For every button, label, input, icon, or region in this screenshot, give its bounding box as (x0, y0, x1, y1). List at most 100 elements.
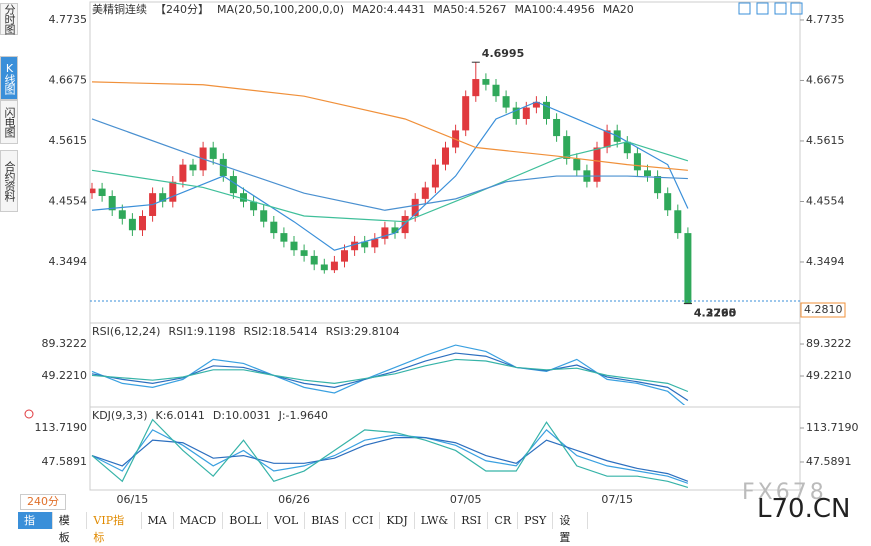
candle-body (209, 147, 217, 159)
y-tick-label: 89.3222 (806, 337, 852, 350)
interval-select[interactable]: 240分 (20, 494, 66, 510)
candle-body (421, 187, 429, 199)
x-tick-label: 07/15 (601, 493, 633, 506)
plot (90, 62, 692, 304)
candle-body (270, 221, 278, 234)
extreme-label: 4.2765 (694, 307, 736, 320)
candle-body (108, 196, 116, 211)
candle-body (654, 176, 662, 194)
series-line (91, 101, 689, 251)
legend-entry: MA50:4.5267 (433, 3, 506, 16)
toolbar-tab[interactable]: BIAS (305, 512, 347, 529)
y-tick-label: 4.7735 (806, 13, 845, 26)
toolbar-tab[interactable]: LW& (415, 512, 456, 529)
y-tick-label: 4.5615 (49, 134, 88, 147)
y-tick-label: 49.2210 (42, 369, 88, 382)
candle-body (472, 79, 480, 97)
legend-entry: D:10.0031 (213, 409, 271, 422)
candle-body (522, 107, 530, 119)
series-line (91, 118, 688, 211)
candle-body (674, 210, 682, 234)
candle-body (128, 218, 136, 231)
series-line (91, 429, 689, 484)
toolbar-tab[interactable]: BOLL (223, 512, 269, 529)
candle-body (482, 79, 490, 85)
sidebar-tab[interactable]: K线图 (0, 56, 18, 100)
candle-body (381, 227, 389, 239)
legend-entry: RSI2:18.5414 (244, 325, 318, 338)
legend-entry: MA20 (603, 3, 634, 16)
toolbar-tab[interactable]: MACD (174, 512, 224, 529)
series-line (91, 358, 689, 393)
y-tick-label: 89.3222 (42, 337, 88, 350)
candle-body (502, 96, 510, 108)
candle-body (159, 193, 167, 202)
toolbar-tab[interactable]: 模板 (53, 512, 88, 544)
x-tick-label: 06/26 (278, 493, 310, 506)
candle-body (219, 158, 227, 177)
candle-body (260, 210, 268, 222)
candle-body (118, 210, 126, 219)
toolbar-tab[interactable]: PSY (518, 512, 554, 529)
legend-entry: KDJ(9,3,3) (92, 409, 148, 422)
candle-body (543, 101, 550, 119)
sidebar-tab[interactable]: 分时图 (0, 3, 18, 35)
y-tick-label: 4.5615 (806, 134, 845, 147)
toolbar-tab[interactable]: 指标 (18, 512, 53, 544)
y-tick-label: 49.2210 (806, 369, 852, 382)
legend-entry: K:6.0141 (156, 409, 205, 422)
candle-body (633, 153, 641, 171)
candle-body (229, 176, 237, 194)
y-tick-label: 4.3494 (806, 255, 845, 268)
plot-frame (89, 1, 801, 491)
settings-icon[interactable] (24, 409, 34, 419)
candle-body (684, 233, 692, 304)
series-line (91, 437, 689, 482)
candle-body (240, 193, 247, 202)
y-tick-label: 4.4554 (49, 194, 88, 207)
last-price-box (800, 302, 846, 318)
candle-body (139, 215, 146, 231)
toolbar-tab[interactable]: 设置 (553, 512, 589, 544)
legend-entry: MA(20,50,100,200,0,0) (217, 3, 344, 16)
toolbar-tab[interactable]: CR (488, 512, 519, 529)
watermark: L70.CN (757, 494, 851, 524)
y-tick-label: 4.7735 (49, 13, 88, 26)
toolbar-tab[interactable]: MA (142, 512, 174, 529)
last-price-label: 4.2810 (804, 303, 843, 316)
candle-body (189, 164, 197, 171)
toolbar-tab[interactable]: KDJ (380, 512, 415, 529)
candle-body (512, 107, 520, 119)
candle-body (492, 84, 500, 97)
candle-body (391, 227, 399, 234)
series-line (91, 344, 686, 405)
candle-body (290, 241, 298, 251)
y-tick-label: 4.6675 (806, 73, 845, 86)
toolbar-tab[interactable]: CCI (346, 512, 381, 529)
candle-body (442, 147, 449, 165)
toolbar-tab[interactable]: RSI (455, 512, 489, 529)
toolbar-tab[interactable]: VOL (268, 512, 306, 529)
x-tick-label: 07/05 (450, 493, 482, 506)
y-tick-label: 4.3494 (49, 255, 88, 268)
y-tick-label: 4.6675 (49, 73, 88, 86)
candle-body (431, 164, 439, 188)
toolbar-tab[interactable]: VIP指标 (87, 512, 142, 544)
legend-entry: RSI1:9.1198 (168, 325, 235, 338)
candle-body (563, 136, 571, 159)
y-tick-label: 47.5891 (806, 455, 852, 468)
candle-body (593, 147, 601, 182)
candle-body (644, 170, 651, 177)
toolbar: 指标 模板 VIP指标 MA MACD BOLL VOL BIAS CCI KDJ LW& RSI CR… (18, 512, 589, 544)
series-line (91, 81, 688, 171)
candle-body (169, 181, 177, 202)
candle-body (330, 261, 338, 271)
candle-body (300, 250, 308, 256)
legend-entry: RSI(6,12,24) (92, 325, 160, 338)
plot (91, 418, 689, 489)
sidebar-tab[interactable]: 闪电图 (0, 100, 18, 144)
y-tick-label: 113.7190 (806, 421, 859, 434)
sidebar-tab[interactable]: 合约资料 (0, 150, 18, 212)
candle-body (280, 233, 288, 242)
